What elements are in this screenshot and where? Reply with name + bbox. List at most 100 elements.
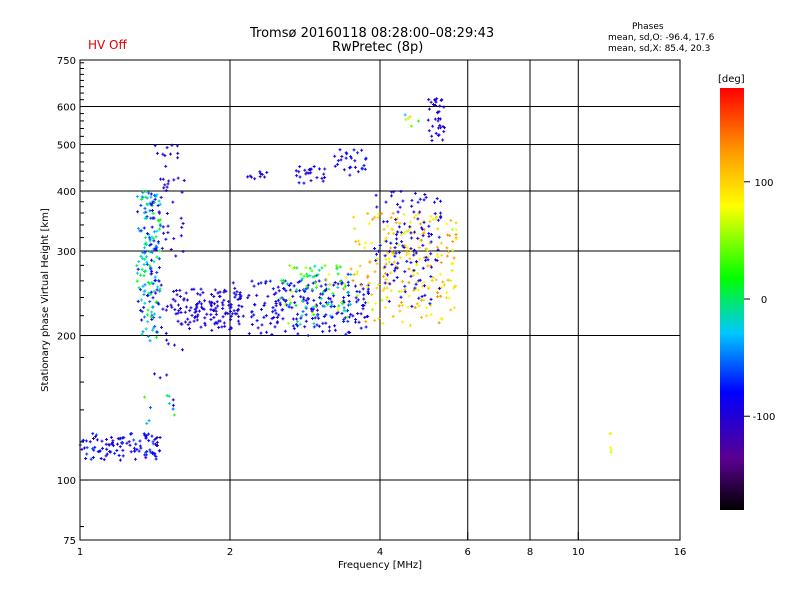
data-point — [135, 447, 139, 451]
data-point — [422, 298, 426, 302]
data-point — [146, 334, 150, 338]
data-point — [148, 237, 152, 241]
data-point — [354, 296, 358, 300]
data-point — [144, 450, 148, 454]
data-point — [164, 164, 168, 168]
data-point — [260, 323, 264, 327]
data-point — [174, 254, 178, 258]
data-point — [414, 260, 418, 264]
data-point — [412, 210, 416, 214]
data-point — [186, 317, 190, 321]
data-point — [440, 317, 444, 321]
chart-subtitle: RwPretec (8p) — [332, 40, 424, 55]
data-point — [176, 311, 180, 315]
data-point — [144, 327, 148, 331]
data-point — [143, 242, 147, 246]
data-point — [275, 315, 279, 319]
data-point — [396, 230, 400, 234]
data-point — [402, 212, 406, 216]
data-point — [412, 248, 416, 252]
data-point — [107, 443, 111, 447]
data-point — [136, 226, 140, 230]
data-point — [430, 265, 434, 269]
colorbar-tick-label: 0 — [761, 295, 767, 306]
data-point — [221, 315, 225, 319]
data-point — [184, 291, 188, 295]
data-point — [435, 295, 439, 299]
data-point — [240, 305, 244, 309]
data-point — [303, 290, 307, 294]
data-point — [305, 286, 309, 290]
data-point — [159, 177, 163, 181]
data-point — [209, 318, 213, 322]
data-point — [222, 290, 226, 294]
data-point — [308, 266, 312, 270]
data-point — [247, 293, 251, 297]
data-point — [141, 195, 145, 199]
data-point — [294, 322, 298, 326]
data-point — [139, 203, 143, 207]
data-point — [406, 305, 410, 309]
data-point — [250, 322, 254, 326]
data-point — [143, 246, 147, 250]
data-point — [373, 318, 377, 322]
data-point — [362, 303, 366, 307]
data-point — [364, 156, 368, 160]
data-point — [93, 445, 97, 449]
data-point — [282, 287, 286, 291]
data-point — [171, 297, 175, 301]
data-point — [362, 297, 366, 301]
data-point — [152, 216, 156, 220]
data-point — [342, 296, 346, 300]
data-point — [430, 134, 434, 138]
data-point — [442, 130, 446, 134]
data-point — [377, 317, 381, 321]
data-point — [323, 175, 327, 179]
data-point — [305, 272, 309, 276]
data-point — [421, 243, 425, 247]
data-point — [203, 316, 207, 320]
data-point — [424, 247, 428, 251]
data-point — [403, 222, 407, 226]
data-point — [336, 285, 340, 289]
x-tick-label: 4 — [377, 547, 383, 558]
data-point — [182, 179, 186, 183]
data-point — [410, 198, 414, 202]
data-point — [155, 229, 159, 233]
colorbar-tick-label: -100 — [753, 412, 776, 423]
data-point — [303, 168, 307, 172]
data-point — [338, 148, 342, 152]
data-point — [609, 446, 613, 450]
data-point — [269, 321, 273, 325]
data-point — [315, 314, 319, 318]
data-point — [109, 435, 113, 439]
data-point — [117, 453, 121, 457]
data-point — [159, 283, 163, 287]
data-point — [324, 313, 328, 317]
data-point — [397, 225, 401, 229]
data-point — [260, 172, 264, 176]
data-point — [454, 237, 458, 241]
data-point — [410, 304, 414, 308]
data-point — [148, 448, 152, 452]
data-point — [309, 167, 313, 171]
data-point — [318, 296, 322, 300]
data-point — [171, 200, 175, 204]
data-point — [377, 283, 381, 287]
data-point — [403, 270, 407, 274]
data-point — [434, 215, 438, 219]
data-point — [432, 200, 436, 204]
data-point — [300, 299, 304, 303]
data-point — [246, 296, 250, 300]
data-point — [253, 303, 257, 307]
data-point — [158, 436, 162, 440]
data-point — [142, 226, 146, 230]
data-point — [319, 297, 323, 301]
data-point — [288, 298, 292, 302]
data-point — [418, 222, 422, 226]
data-point — [428, 302, 432, 306]
data-point — [445, 290, 449, 294]
data-point — [304, 305, 308, 309]
data-point — [395, 216, 399, 220]
data-point — [185, 298, 189, 302]
